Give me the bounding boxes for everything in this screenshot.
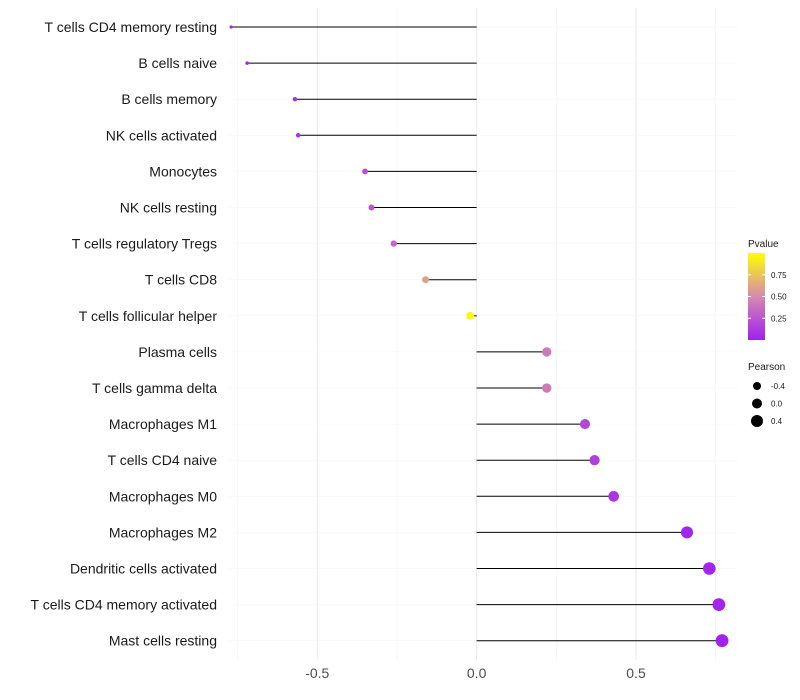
colorbar-tick-label: 0.50: [771, 293, 787, 302]
category-label: Dendritic cells activated: [70, 561, 217, 577]
x-tick-label: 0.0: [467, 665, 487, 681]
category-label: NK cells resting: [120, 200, 217, 216]
category-labels: T cells CD4 memory resting B cells naive B…: [31, 19, 218, 649]
size-legend-label: 0.4: [771, 417, 783, 426]
category-label: Macrophages M1: [109, 416, 217, 432]
size-legend-dot: [751, 415, 763, 427]
grid-layer: [228, 8, 738, 660]
lollipop-point: [390, 240, 397, 247]
category-label: Mast cells resting: [109, 633, 217, 649]
pvalue-colorbar: [748, 253, 765, 340]
category-label: T cells follicular helper: [79, 308, 218, 324]
category-label: T cells CD8: [145, 272, 217, 288]
lollipop-point: [715, 634, 729, 648]
x-tick-label: -0.5: [305, 665, 329, 681]
lollipop-point: [295, 133, 301, 138]
segment-layer: [231, 26, 723, 642]
category-label: T cells CD4 memory activated: [31, 597, 217, 613]
point-layer: [229, 25, 729, 648]
lollipop-point: [608, 490, 620, 502]
category-label: T cells gamma delta: [92, 380, 217, 396]
pearson-legend-title: Pearson: [748, 362, 785, 373]
category-label: Macrophages M0: [109, 488, 217, 504]
category-label: T cells CD4 naive: [108, 452, 218, 468]
category-label: NK cells activated: [106, 127, 217, 143]
lollipop-point: [680, 526, 694, 539]
category-label: B cells naive: [138, 55, 217, 71]
size-legend-dot: [752, 398, 762, 409]
category-label: B cells memory: [121, 91, 217, 107]
lollipop-point: [542, 383, 552, 393]
size-legend-label: -0.4: [771, 382, 785, 391]
category-label: Plasma cells: [138, 344, 217, 360]
legend: Pvalue 0.75 0.50 0.25 Pearson -0.4 0.0 0.4: [748, 239, 787, 427]
lollipop-point: [422, 276, 430, 284]
lollipop-point: [589, 455, 600, 466]
lollipop-point: [245, 61, 249, 65]
x-axis-ticks: -0.5 0.0 0.5: [305, 665, 646, 681]
lollipop-point: [292, 96, 298, 102]
category-label: T cells CD4 memory resting: [45, 19, 217, 35]
colorbar-ticks: 0.75 0.50 0.25: [748, 271, 787, 323]
x-tick-label: 0.5: [626, 665, 646, 681]
category-label: Macrophages M2: [109, 524, 217, 540]
lollipop-point: [368, 204, 375, 211]
category-label: T cells regulatory Tregs: [72, 236, 217, 252]
pearson-size-legend: -0.4 0.0 0.4: [751, 382, 785, 427]
category-label: Monocytes: [149, 163, 217, 179]
lollipop-point: [703, 562, 716, 575]
size-legend-dot: [753, 382, 761, 390]
colorbar-tick-label: 0.25: [771, 314, 787, 323]
lollipop-point: [579, 419, 591, 430]
lollipop-point: [362, 168, 368, 175]
lollipop-point: [229, 25, 233, 29]
size-legend-label: 0.0: [771, 400, 783, 409]
lollipop-point: [542, 347, 552, 357]
lollipop-point: [466, 311, 475, 320]
pvalue-legend-title: Pvalue: [748, 239, 779, 250]
colorbar-tick-label: 0.75: [771, 271, 787, 280]
lollipop-point: [712, 598, 726, 611]
